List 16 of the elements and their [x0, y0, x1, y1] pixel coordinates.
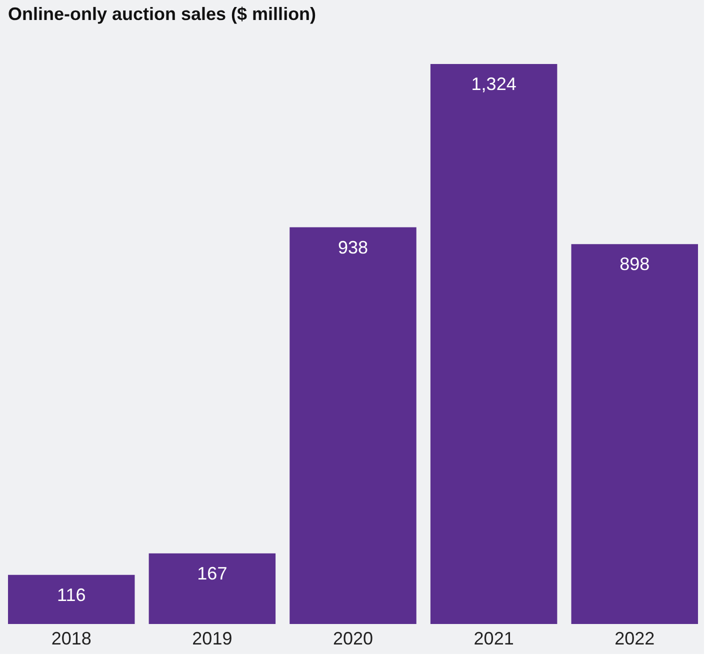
data-label: 1,324: [471, 74, 516, 94]
data-label: 938: [338, 237, 368, 258]
x-tick-label: 2021: [474, 628, 514, 648]
bar: [148, 553, 276, 624]
bar: [290, 227, 416, 624]
x-tick-label: 2022: [614, 628, 655, 648]
x-tick-label: 2018: [51, 628, 92, 648]
bar: [430, 64, 558, 624]
data-label: 898: [620, 254, 650, 274]
x-tick-label: 2020: [332, 628, 374, 648]
data-label: 116: [57, 584, 86, 605]
bar: [571, 244, 698, 624]
chart-title: Online-only auction sales ($ million): [8, 4, 316, 24]
data-label: 167: [197, 563, 228, 584]
x-tick-label: 2019: [192, 628, 232, 648]
bar: [8, 574, 135, 624]
